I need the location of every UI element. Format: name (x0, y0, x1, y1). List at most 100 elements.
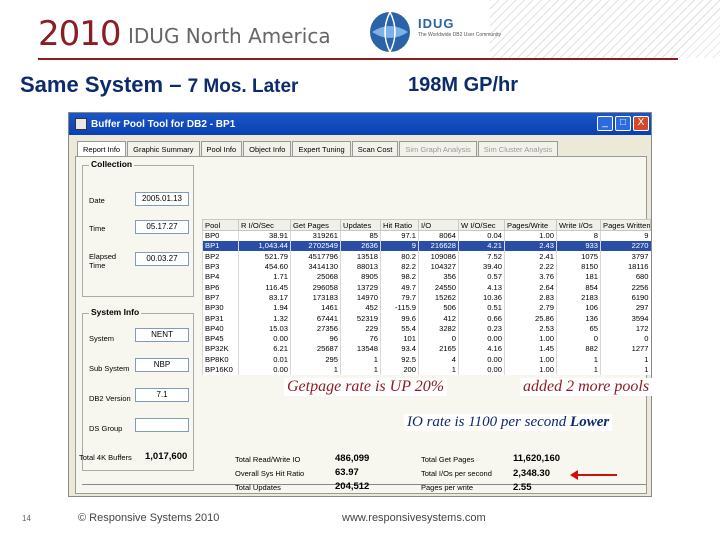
table-row[interactable]: BP16K0 0.00 1 1 200 1 0.00 1.00 1 1 (202, 364, 651, 375)
grid-column-header[interactable]: Pages Written (600, 219, 651, 231)
footer-url: www.responsivesystems.com (342, 512, 486, 524)
system-field[interactable]: NENT (135, 328, 189, 342)
grid-cell: 2.64 (504, 281, 557, 293)
grid-cell: 1 (600, 354, 651, 365)
grid-cell: 412 (418, 312, 459, 324)
table-row[interactable]: BP32K 6.21 25687 13548 93.4 2165 4.16 1.45 882 12… (202, 343, 651, 355)
grid-cell: 38.91 (238, 230, 291, 241)
grid-cell: 7.52 (458, 251, 505, 262)
grid-column-header[interactable]: Write I/Os (556, 219, 601, 231)
grid-cell: 96 (290, 333, 341, 344)
minimize-button[interactable]: _ (597, 116, 613, 131)
table-row[interactable]: BP4 1.71 25068 8905 98.2 356 0.57 3.76 181 680 (202, 271, 651, 282)
grid-cell: 8 (556, 230, 601, 241)
db2-version-field[interactable]: 7.1 (135, 388, 189, 402)
grid-cell: 2.43 (504, 240, 557, 252)
sub-system-field[interactable]: NBP (135, 358, 189, 372)
grid-cell: 85 (340, 230, 381, 241)
grid-cell: 9 (600, 230, 651, 241)
db2-version-label: DB2 Version (89, 394, 131, 403)
tab-sim-cluster-analysis[interactable]: Sim Cluster Analysis (477, 141, 559, 157)
grid-cell: 0.51 (458, 302, 505, 313)
grid-cell: 15262 (418, 292, 459, 303)
grid-cell: 2270 (600, 240, 651, 252)
grid-cell: 39.40 (458, 261, 505, 272)
grid-cell: 14970 (340, 292, 381, 303)
pool-name-cell: BP7 (202, 292, 239, 303)
table-row[interactable]: BP30 1.94 1461 452 -115.9 506 0.51 2.79 106 297 (202, 302, 651, 313)
date-field[interactable]: 2005.01.13 (135, 192, 189, 206)
slide-title-main: Same System – (20, 72, 182, 97)
grid-column-header[interactable]: W I/O/Sec (458, 219, 505, 231)
table-row[interactable]: BP7 83.17 173183 14970 79.7 15262 10.36 2.83 218… (202, 292, 651, 303)
grid-cell: 2.41 (504, 251, 557, 262)
grid-column-header[interactable]: Updates (340, 219, 381, 231)
table-row[interactable]: BP1 1,043.44 2702549 2636 9 216628 4.21 2.43 933… (202, 240, 651, 252)
table-row[interactable]: BP45 0.00 96 76 101 0 0.00 1.00 0 0 (202, 333, 651, 344)
pool-name-cell: BP0 (202, 230, 239, 241)
system-label: System (89, 334, 115, 343)
grid-column-header[interactable]: Pool (202, 219, 239, 231)
grid-cell: 1 (340, 354, 381, 365)
grid-cell: 2.79 (504, 302, 557, 313)
grid-cell: 1 (340, 364, 381, 375)
grid-cell: 3797 (600, 251, 651, 262)
grid-cell: 2.83 (504, 292, 557, 303)
total-4k-buffers-value: 1,017,600 (145, 451, 188, 462)
ds-group-field[interactable] (135, 418, 189, 432)
grid-column-header[interactable]: Get Pages (290, 219, 341, 231)
window-controls: _ □ X (597, 116, 649, 131)
grid-cell: 1 (600, 364, 651, 375)
grid-cell: 79.7 (380, 292, 419, 303)
grid-cell: 109086 (418, 251, 459, 262)
grid-cell: 1 (418, 364, 459, 375)
tab-scan-cost[interactable]: Scan Cost (351, 141, 399, 157)
tab-pool-info[interactable]: Pool Info (200, 141, 243, 157)
tab-object-info[interactable]: Object Info (243, 141, 292, 157)
grid-cell: 13518 (340, 251, 381, 262)
grid-cell: 2636 (340, 240, 381, 252)
grid-cell: 1.71 (238, 271, 291, 282)
table-row[interactable]: BP6 116.45 296058 13729 49.7 24550 4.13 2.64 854… (202, 281, 651, 293)
grid-column-header[interactable]: R I/O/Sec (238, 219, 291, 231)
grid-column-header[interactable]: Hit Ratio (380, 219, 419, 231)
table-row[interactable]: BP8K0 0.01 295 1 92.5 4 0.00 1.00 1 1 (202, 354, 651, 365)
table-row[interactable]: BP2 521.79 4517796 13518 80.2 109086 7.52 2.41 1… (202, 251, 651, 262)
tab-sim-graph-analysis[interactable]: Sim Graph Analysis (399, 141, 477, 157)
grid-cell: 106 (556, 302, 601, 313)
table-row[interactable]: BP3 454.60 3414130 88013 82.2 104327 39.40 2.22… (202, 261, 651, 272)
window-titlebar[interactable]: Buffer Pool Tool for DB2 - BP1 (69, 113, 651, 135)
grid-cell: 97.1 (380, 230, 419, 241)
tab-expert-tuning[interactable]: Expert Tuning (292, 141, 351, 157)
grid-cell: 2183 (556, 292, 601, 303)
table-row[interactable]: BP0 38.91 319261 85 97.1 8064 0.04 1.00 8 9 (202, 230, 651, 241)
tab-graphic-summary[interactable]: Graphic Summary (127, 141, 200, 157)
close-button[interactable]: X (633, 116, 649, 131)
sub-system-label: Sub System (89, 364, 130, 373)
table-row[interactable]: BP31 1.32 67441 52319 99.6 412 0.66 25.86 136 359… (202, 312, 651, 324)
grid-cell: 83.17 (238, 292, 291, 303)
grid-cell: 0.00 (238, 333, 291, 344)
grid-cell: 1.00 (504, 230, 557, 241)
tab-report-info[interactable]: Report Info (77, 141, 127, 157)
grid-column-header[interactable]: Pages/Write (504, 219, 557, 231)
total-updates-value: 204,512 (335, 481, 370, 492)
grid-cell: 8905 (340, 271, 381, 282)
grid-cell: 6190 (600, 292, 651, 303)
maximize-button[interactable]: □ (615, 116, 631, 131)
pool-name-cell: BP31 (202, 312, 239, 324)
grid-cell: 49.7 (380, 281, 419, 293)
conference-year: 2010 (38, 14, 122, 54)
grid-cell: 172 (600, 323, 651, 334)
ds-group-label: DS Group (89, 424, 123, 433)
grid-cell: 506 (418, 302, 459, 313)
grid-cell: 104327 (418, 261, 459, 272)
elapsed-time-field[interactable]: 00.03.27 (135, 252, 189, 266)
grid-cell: 1.94 (238, 302, 291, 313)
grid-cell: 3414130 (290, 261, 341, 272)
pool-name-cell: BP2 (202, 251, 239, 262)
table-row[interactable]: BP40 15.03 27356 229 55.4 3282 0.23 2.53 65 172 (202, 323, 651, 334)
grid-cell: 1.00 (504, 333, 557, 344)
grid-column-header[interactable]: I/O (418, 219, 459, 231)
time-field[interactable]: 05.17.27 (135, 220, 189, 234)
